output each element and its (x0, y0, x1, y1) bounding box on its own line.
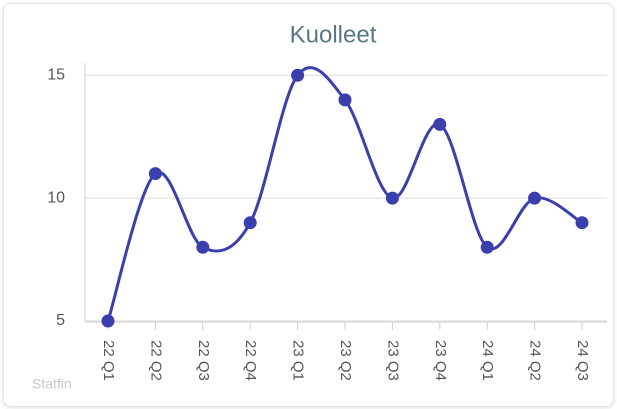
x-tick-label: 22 Q2 (147, 340, 164, 381)
point (243, 216, 257, 230)
x-tick-label: 23 Q2 (337, 340, 354, 381)
point (291, 68, 305, 82)
point (338, 93, 352, 107)
chart-title: Kuolleet (290, 21, 377, 48)
x-tick-label: 22 Q4 (242, 340, 259, 381)
y-tick-label: 15 (47, 67, 65, 84)
card (3, 3, 614, 407)
x-tick-label: 24 Q3 (574, 340, 591, 381)
x-tick-label: 23 Q3 (384, 340, 401, 381)
point (385, 191, 399, 205)
x-tick-label: 22 Q3 (195, 340, 212, 381)
point (101, 314, 115, 328)
point (433, 117, 447, 131)
y-tick-label: 10 (47, 189, 65, 206)
x-tick-label: 24 Q1 (479, 340, 496, 381)
point (528, 191, 542, 205)
point (148, 167, 162, 181)
point (480, 240, 494, 254)
x-tick-label: 24 Q2 (527, 340, 544, 381)
y-tick-label: 5 (56, 312, 65, 329)
point (196, 240, 210, 254)
x-tick-label: 22 Q1 (100, 340, 117, 381)
point (575, 216, 589, 230)
x-tick-label: 23 Q4 (432, 340, 449, 381)
x-tick-label: 23 Q1 (290, 340, 307, 381)
credit: Statfin (32, 376, 72, 392)
